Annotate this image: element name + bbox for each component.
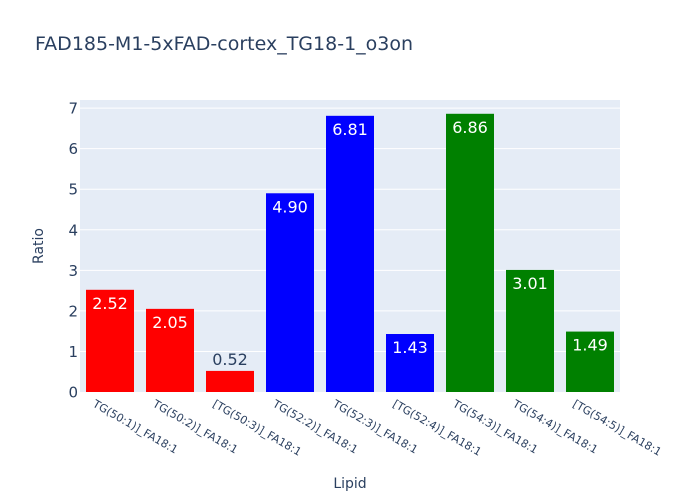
bar bbox=[386, 334, 434, 392]
y-tick-label: 6 bbox=[68, 140, 78, 158]
bar bbox=[506, 269, 554, 392]
chart-title: FAD185-M1-5xFAD-cortex_TG18-1_o3on bbox=[35, 33, 413, 55]
y-tick-label: 0 bbox=[68, 384, 78, 402]
bar bbox=[146, 308, 194, 392]
bar bbox=[446, 113, 494, 393]
bar-data-label: 2.52 bbox=[92, 294, 128, 313]
bar bbox=[266, 193, 314, 392]
y-axis-ticks: 0 1 2 3 4 5 6 7 bbox=[68, 100, 78, 402]
bar-data-label: 2.05 bbox=[152, 313, 188, 332]
bars bbox=[86, 113, 614, 393]
data-labels: 2.52 2.05 0.52 4.90 6.81 1.43 6.86 3.01 1.49 bbox=[92, 118, 608, 369]
y-tick-label: 3 bbox=[68, 262, 78, 280]
bar bbox=[326, 115, 374, 393]
x-axis-ticks: TG(50:1)]_FA18:1TG(50:2)]_FA18:1[TG(50:3… bbox=[90, 397, 664, 459]
y-axis-title: Ratio bbox=[31, 228, 47, 264]
y-tick-label: 1 bbox=[68, 343, 78, 361]
bar-data-label: 3.01 bbox=[512, 274, 548, 293]
bar-data-label: 6.86 bbox=[452, 118, 488, 137]
bar-data-label: 0.52 bbox=[212, 350, 248, 369]
bar bbox=[86, 289, 134, 392]
y-tick-label: 5 bbox=[68, 181, 78, 199]
y-tick-label: 4 bbox=[68, 221, 78, 239]
bar bbox=[566, 331, 614, 392]
bar-data-label: 1.43 bbox=[392, 338, 428, 357]
y-tick-label: 2 bbox=[68, 302, 78, 320]
bar-data-label: 1.49 bbox=[572, 336, 608, 355]
bar-data-label: 4.90 bbox=[272, 197, 308, 216]
bar-data-label: 6.81 bbox=[332, 120, 368, 139]
bar bbox=[206, 370, 254, 392]
y-tick-label: 7 bbox=[68, 100, 78, 118]
x-axis-title: Lipid bbox=[333, 476, 366, 492]
